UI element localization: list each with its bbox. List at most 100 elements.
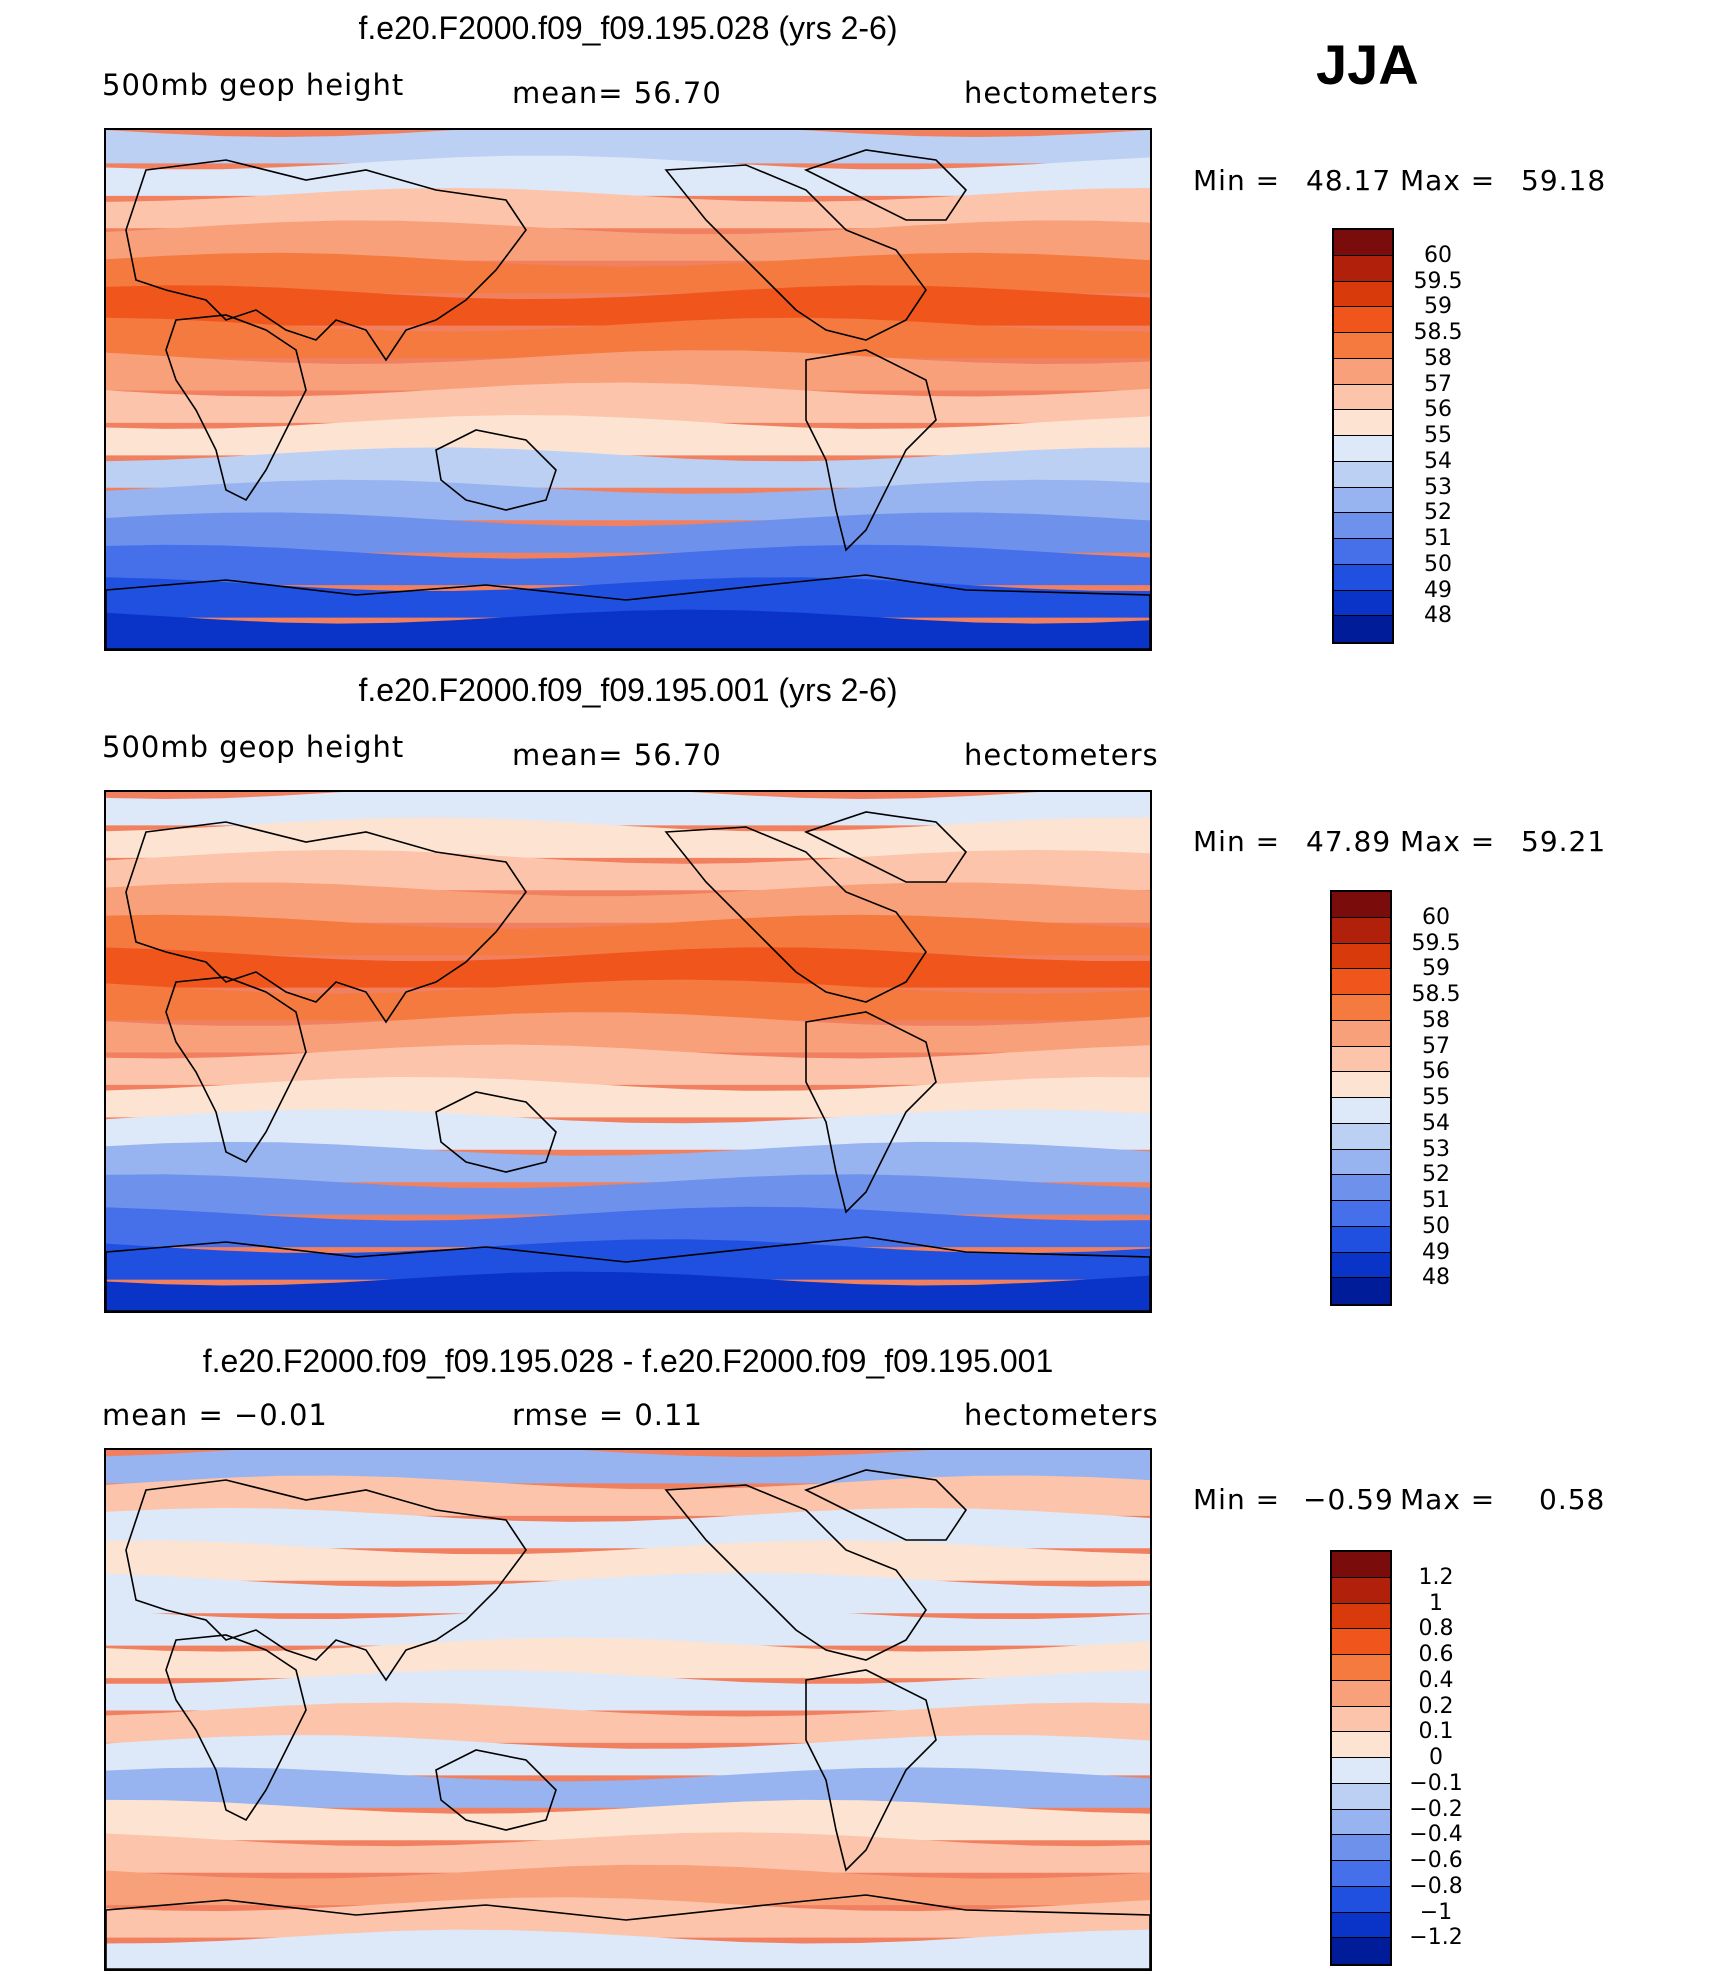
contour-band	[106, 849, 1150, 891]
colorbar-swatch	[1334, 513, 1392, 539]
contour-band	[106, 1507, 1150, 1549]
contour-band	[106, 1044, 1150, 1085]
colorbar-swatch	[1332, 1603, 1390, 1630]
panel-2-min-value: 47.89	[1306, 825, 1392, 858]
panel-1-map	[104, 128, 1152, 651]
contour-band	[106, 1702, 1150, 1743]
colorbar-tick-label: 50	[1424, 551, 1452, 577]
colorbar-swatch	[1334, 539, 1392, 565]
coastline	[805, 1011, 937, 1214]
colorbar-swatch	[1334, 436, 1392, 462]
colorbar-tick-label: 59	[1422, 956, 1450, 982]
panel-1-min-label: Min =	[1193, 164, 1281, 197]
coastline	[106, 1894, 1150, 1969]
contour-band	[106, 447, 1150, 488]
colorbar-tick-label: 50	[1422, 1213, 1450, 1239]
contour-band	[106, 512, 1150, 553]
colorbar-swatch	[1332, 1655, 1390, 1681]
contour-band	[106, 817, 1150, 858]
colorbar-tick-label: 49	[1422, 1239, 1450, 1265]
contour-band	[106, 1670, 1150, 1711]
contour-band	[106, 1174, 1150, 1215]
panel-3-contour-field	[106, 1450, 1150, 1969]
colorbar-tick-label: 1.2	[1418, 1564, 1454, 1590]
colorbar-swatch	[1332, 943, 1390, 970]
panel-1-contour-field	[106, 130, 1150, 649]
panel-3-min-value: −0.59	[1303, 1483, 1394, 1516]
contour-band	[106, 792, 1150, 826]
colorbar-swatch	[1332, 1020, 1390, 1047]
contour-band	[106, 1799, 1150, 1841]
colorbar-swatch	[1334, 281, 1392, 308]
coastline	[165, 314, 307, 502]
coastline	[664, 826, 927, 1003]
colorbar-tick-label: 54	[1422, 1110, 1450, 1136]
colorbar-tick-label: 48	[1422, 1265, 1450, 1291]
colorbar-swatch	[1332, 969, 1390, 995]
colorbar-swatch	[1334, 230, 1392, 256]
colorbar-tick-label: 49	[1424, 577, 1452, 603]
contour-band	[106, 1012, 1150, 1053]
colorbar-tick-label: 0.8	[1418, 1616, 1454, 1642]
panel-3-min-label: Min =	[1193, 1483, 1281, 1516]
contour-band	[106, 130, 1150, 164]
colorbar-swatch	[1332, 1861, 1390, 1887]
panel-1-mean-label: mean= 56.70	[512, 76, 722, 110]
colorbar-swatch	[1334, 616, 1392, 642]
panel-3-colorbar	[1330, 1550, 1392, 1966]
colorbar-tick-label: 53	[1424, 474, 1452, 500]
colorbar-swatch	[1334, 564, 1392, 591]
colorbar-swatch	[1332, 1938, 1390, 1964]
colorbar-tick-label: 52	[1424, 500, 1452, 526]
contour-band	[106, 187, 1150, 229]
coastline	[106, 574, 1150, 649]
contour-band	[106, 382, 1150, 423]
colorbar-tick-label: −0.8	[1409, 1873, 1463, 1899]
colorbar-tick-label: −0.2	[1409, 1796, 1463, 1822]
colorbar-tick-label: 59	[1424, 294, 1452, 320]
panel-3-max-label: Max =	[1400, 1483, 1496, 1516]
panel-2-title: f.e20.F2000.f09_f09.195.001 (yrs 2-6)	[358, 672, 898, 708]
panel-3-map	[104, 1448, 1152, 1971]
colorbar-tick-label: −0.4	[1409, 1822, 1463, 1848]
coastline	[435, 1091, 557, 1173]
contour-band	[106, 1271, 1150, 1311]
coastline	[803, 811, 968, 883]
colorbar-tick-label: 48	[1424, 603, 1452, 629]
contour-band	[106, 155, 1150, 196]
colorbar-tick-label: 56	[1422, 1059, 1450, 1085]
colorbar-swatch	[1332, 1680, 1390, 1707]
contour-band	[106, 479, 1150, 521]
colorbar-tick-label: 53	[1422, 1136, 1450, 1162]
contour-band	[106, 1109, 1150, 1150]
contour-band	[106, 1832, 1150, 1873]
panel-3-units-label: hectometers	[964, 1398, 1159, 1432]
contour-band	[106, 1475, 1150, 1516]
colorbar-swatch	[1332, 1912, 1390, 1939]
panel-2-map	[104, 790, 1152, 1313]
colorbar-swatch	[1334, 333, 1392, 359]
colorbar-tick-label: 0.2	[1418, 1693, 1454, 1719]
contour-band	[106, 220, 1150, 261]
colorbar-swatch	[1332, 1278, 1390, 1304]
contour-band	[106, 1141, 1150, 1183]
colorbar-swatch	[1334, 358, 1392, 385]
contour-band	[106, 1206, 1150, 1248]
colorbar-tick-label: −1	[1419, 1899, 1453, 1925]
colorbar-swatch	[1332, 892, 1390, 918]
coastline	[125, 1479, 527, 1682]
panel-1-units-label: hectometers	[964, 76, 1159, 110]
contour-band	[106, 1929, 1150, 1969]
colorbar-swatch	[1332, 995, 1390, 1021]
contour-band	[106, 577, 1150, 618]
panel-3-title: f.e20.F2000.f09_f09.195.028 - f.e20.F200…	[202, 1343, 1054, 1379]
contour-band	[106, 1077, 1150, 1118]
panel-2-max-value: 59.21	[1521, 825, 1607, 858]
coastline	[106, 1236, 1150, 1311]
contour-band	[106, 1897, 1150, 1938]
coastline	[664, 164, 927, 341]
panel-2-mean-label: mean= 56.70	[512, 738, 722, 772]
panel-2-units-label: hectometers	[964, 738, 1159, 772]
panel-3-max-value: 0.58	[1539, 1483, 1606, 1516]
colorbar-tick-label: 0.1	[1418, 1719, 1454, 1745]
